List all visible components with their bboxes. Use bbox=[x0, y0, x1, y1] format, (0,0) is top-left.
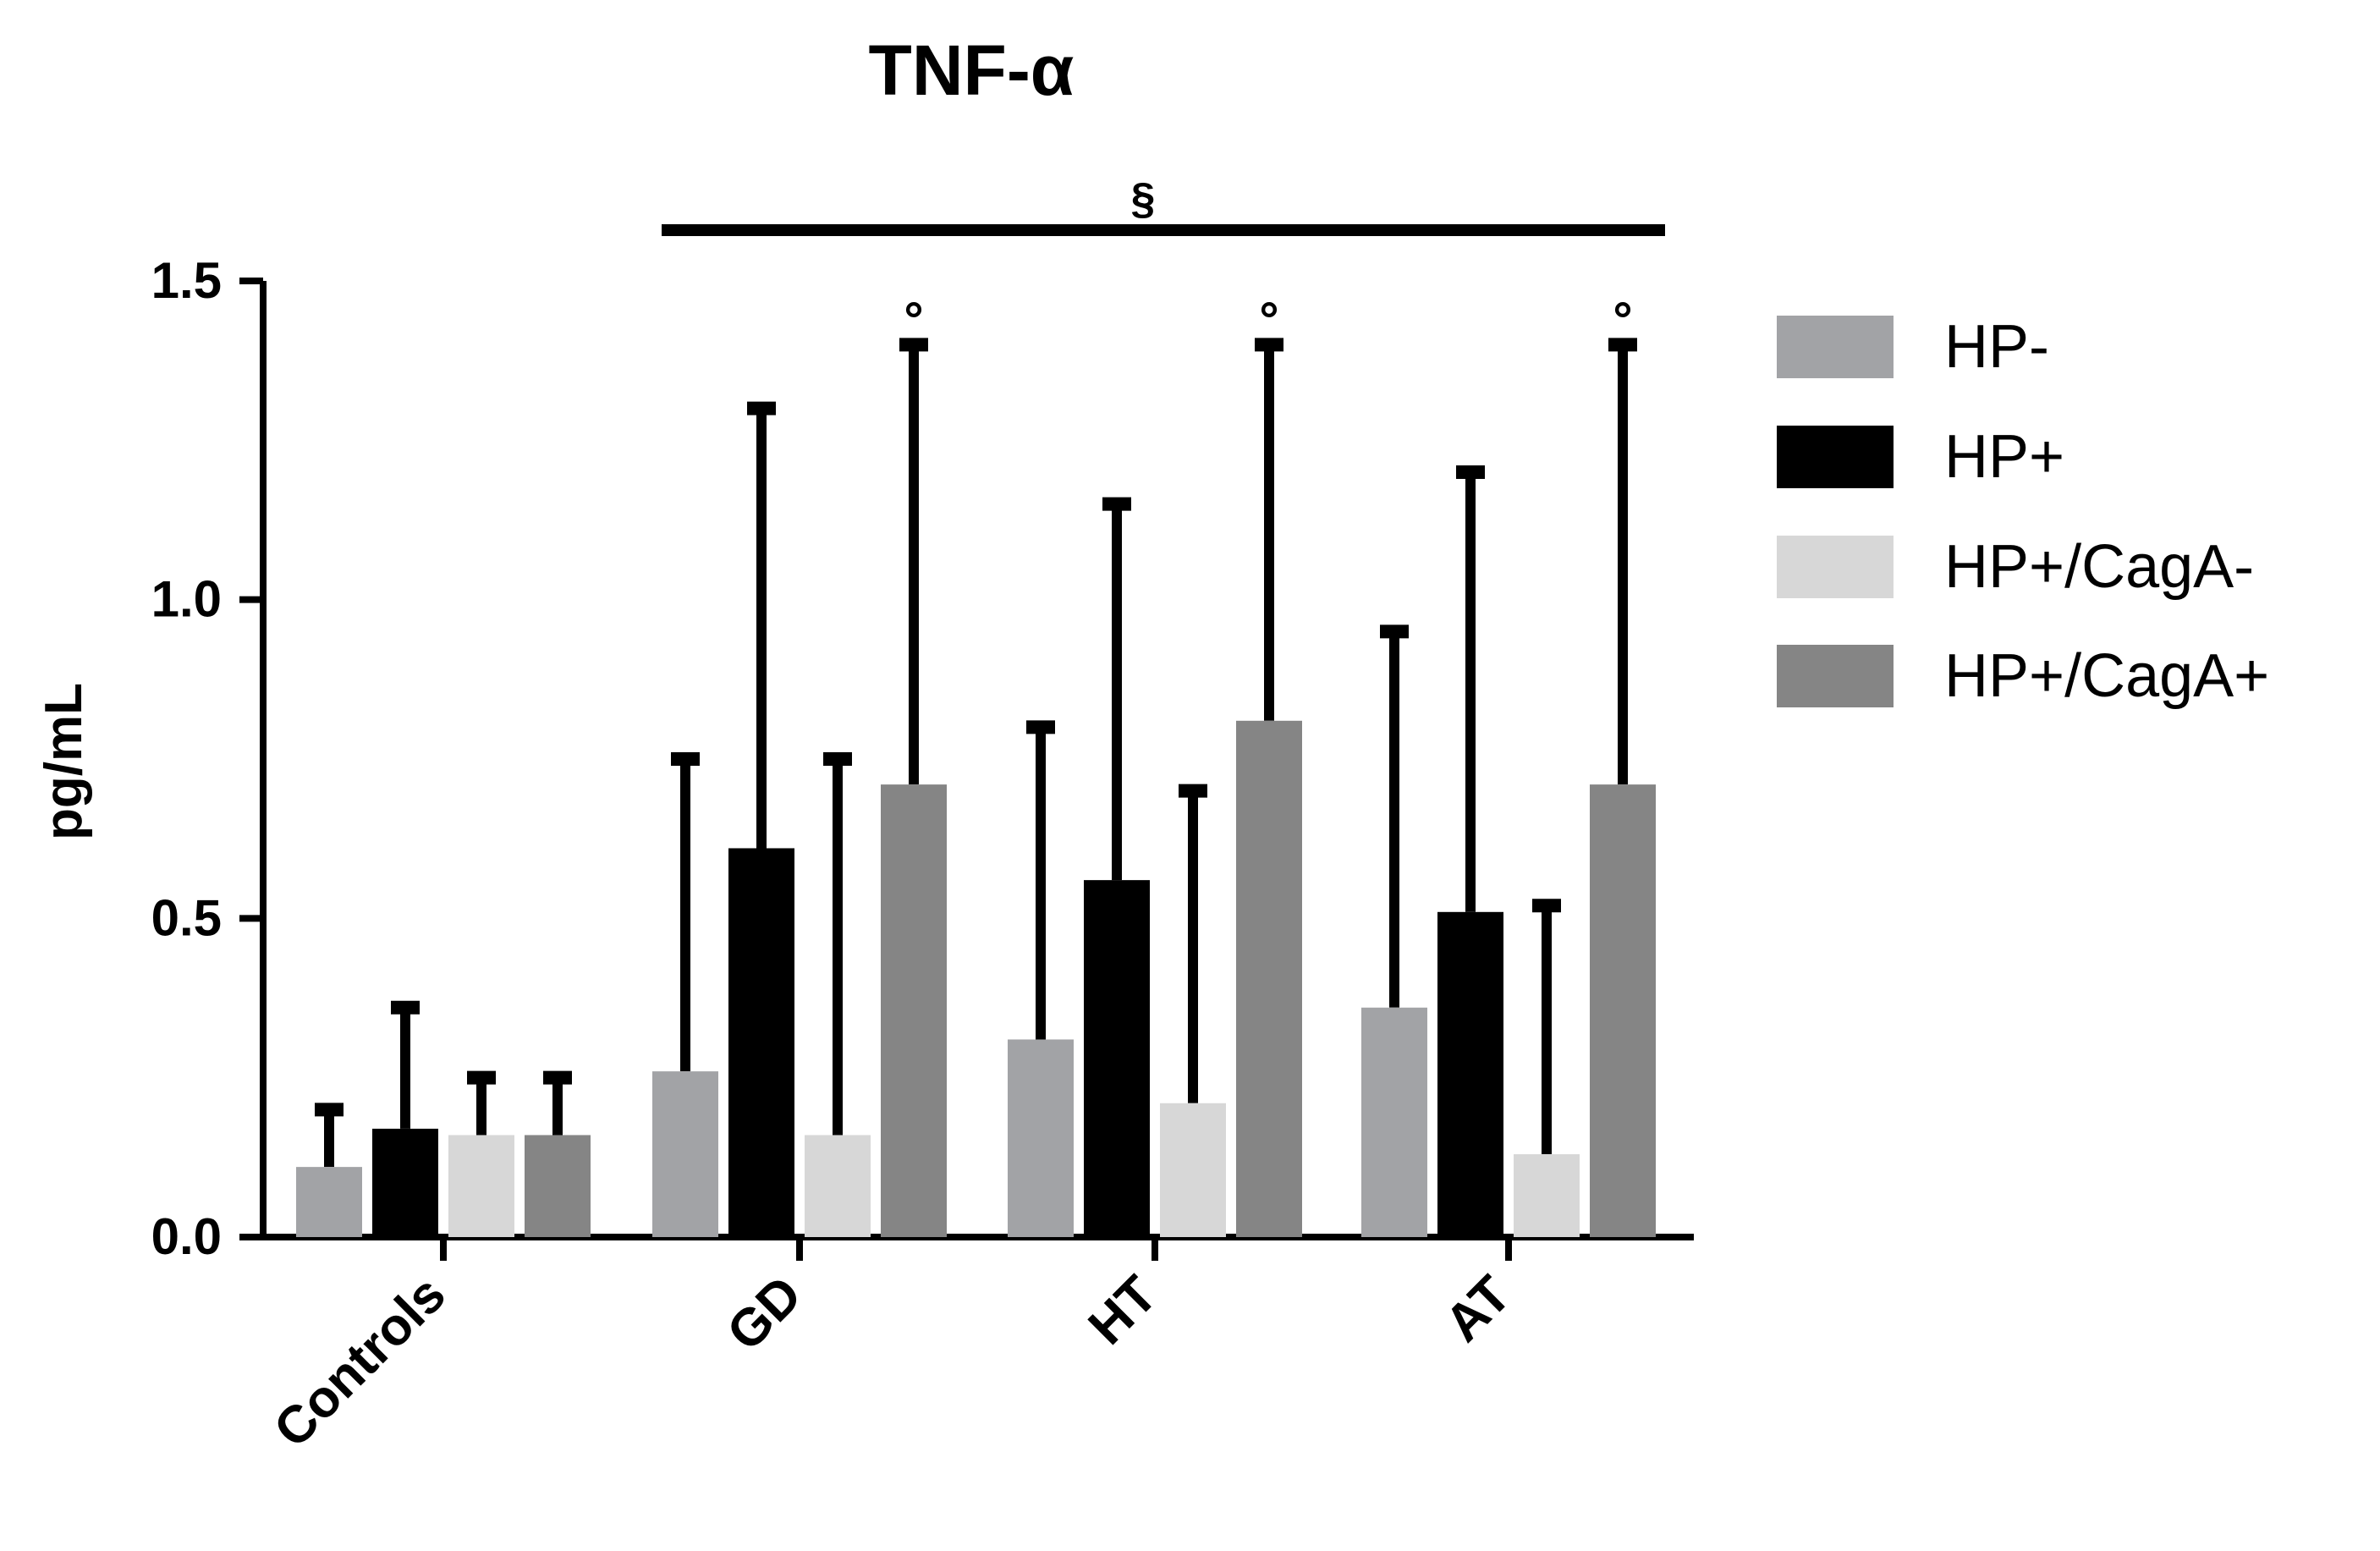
legend-swatch bbox=[1777, 426, 1894, 488]
bar bbox=[372, 1128, 438, 1237]
bar bbox=[1236, 720, 1302, 1237]
legend-label: HP+/CagA- bbox=[1944, 533, 2254, 601]
significance-marker: ° bbox=[1613, 292, 1632, 347]
bar bbox=[1008, 1039, 1074, 1237]
significance-bracket-symbol: § bbox=[1131, 174, 1156, 223]
bar bbox=[525, 1135, 591, 1237]
y-tick-label: 0.0 bbox=[151, 1208, 222, 1265]
bar bbox=[881, 784, 947, 1237]
bar bbox=[1437, 911, 1503, 1237]
y-tick-label: 1.0 bbox=[151, 571, 222, 628]
x-tick-label: HT bbox=[1078, 1265, 1168, 1356]
legend: HP- HP+ HP+/CagA- HP+/CagA+ bbox=[1777, 313, 2269, 710]
bar bbox=[652, 1071, 718, 1237]
significance-marker: ° bbox=[904, 292, 923, 347]
y-axis-label: pg/mL bbox=[35, 683, 93, 840]
y-tick-label: 1.5 bbox=[151, 252, 222, 309]
legend-label: HP+/CagA+ bbox=[1944, 642, 2269, 710]
bar bbox=[1590, 784, 1656, 1237]
bar bbox=[805, 1135, 871, 1237]
x-tick-label: AT bbox=[1434, 1265, 1522, 1353]
x-tick-label: GD bbox=[716, 1265, 813, 1362]
legend-swatch bbox=[1777, 645, 1894, 707]
y-tick-label: 0.5 bbox=[151, 889, 222, 946]
bar bbox=[728, 848, 794, 1237]
legend-label: HP- bbox=[1944, 313, 2049, 381]
bar bbox=[1361, 1007, 1427, 1237]
legend-label: HP+ bbox=[1944, 423, 2064, 491]
legend-swatch bbox=[1777, 316, 1894, 378]
bar bbox=[1160, 1103, 1226, 1237]
bar bbox=[448, 1135, 514, 1237]
bar bbox=[1514, 1154, 1580, 1237]
x-tick-label: Controls bbox=[263, 1265, 457, 1459]
significance-marker: ° bbox=[1259, 292, 1278, 347]
chart-title: TNF-α bbox=[869, 30, 1075, 110]
bar bbox=[296, 1167, 362, 1237]
bar bbox=[1084, 880, 1150, 1237]
legend-swatch bbox=[1777, 536, 1894, 598]
